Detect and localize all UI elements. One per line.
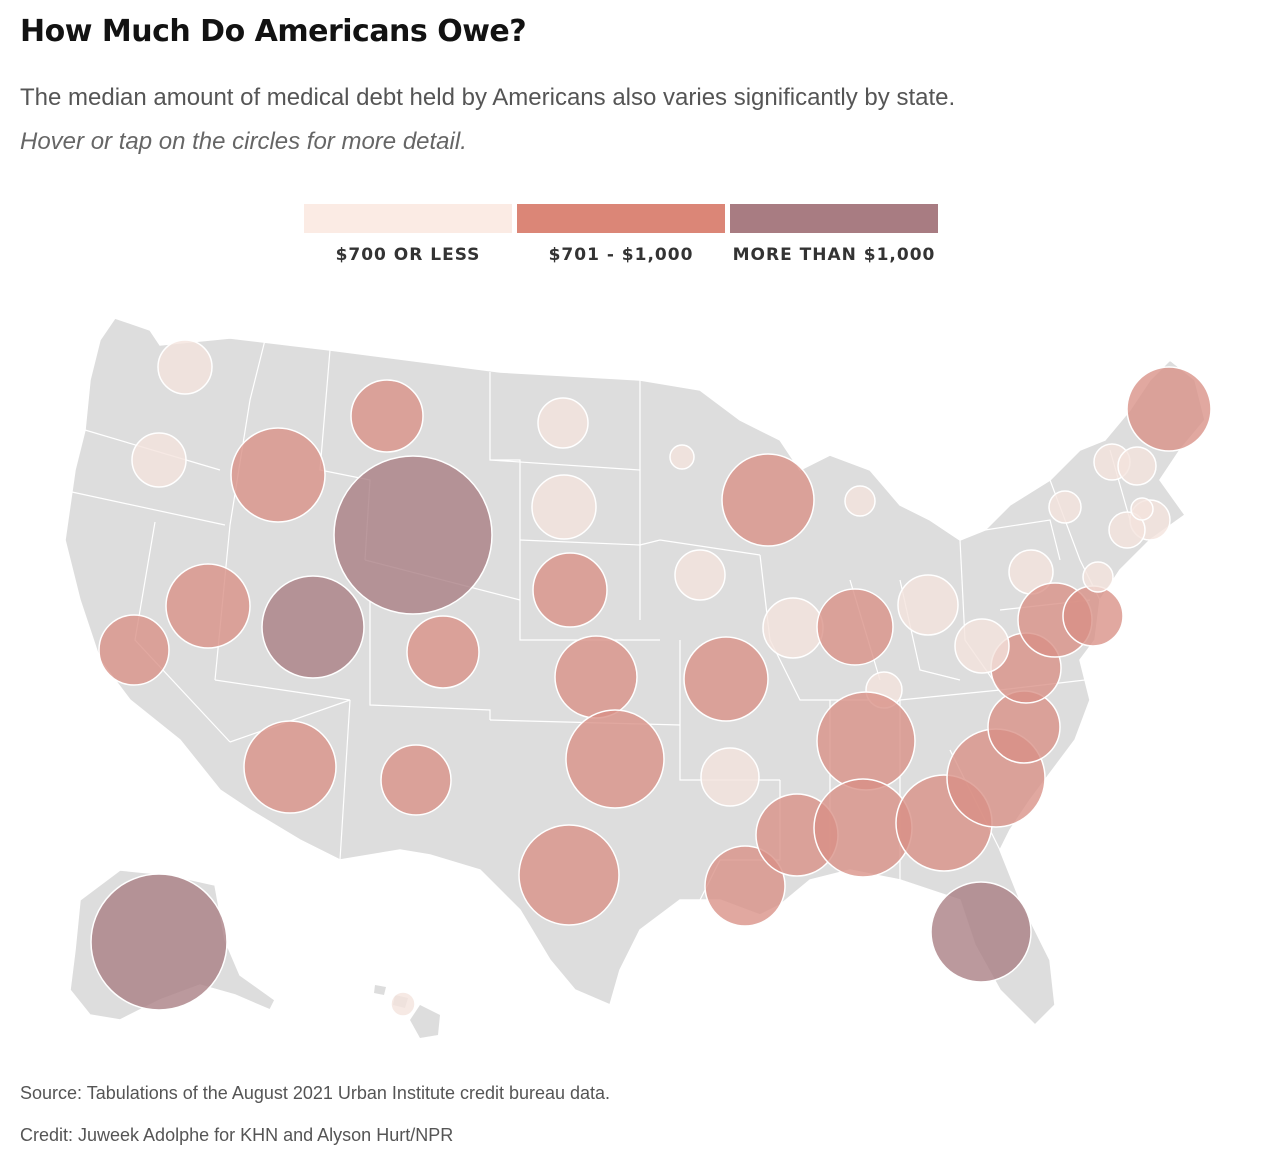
- state-bubble-arizona[interactable]: [243, 720, 337, 814]
- state-bubble-missouri[interactable]: [683, 636, 769, 722]
- state-bubble-wisconsin[interactable]: [721, 453, 815, 547]
- state-bubble-michigan[interactable]: [844, 485, 876, 517]
- state-bubble-oklahoma[interactable]: [565, 709, 665, 809]
- page-title: How Much Do Americans Owe?: [20, 14, 527, 49]
- state-bubble-new-mexico[interactable]: [380, 744, 452, 816]
- us-map: [64, 317, 1212, 1038]
- state-bubble-tennessee[interactable]: [816, 691, 916, 791]
- state-bubble-florida[interactable]: [930, 881, 1032, 983]
- state-bubble-wyoming[interactable]: [333, 455, 493, 615]
- legend-label-high: MORE THAN $1,000: [732, 245, 936, 265]
- state-bubble-utah[interactable]: [261, 575, 365, 679]
- state-bubble-iowa[interactable]: [674, 549, 726, 601]
- interaction-hint: Hover or tap on the circles for more det…: [20, 128, 467, 155]
- legend-item-mid: $701 - $1,000: [517, 204, 725, 265]
- legend-swatch-low: [304, 204, 512, 233]
- state-bubble-north-dakota[interactable]: [537, 397, 589, 449]
- state-bubble-colorado[interactable]: [406, 615, 480, 689]
- credit-note: Credit: Juweek Adolphe for KHN and Alyso…: [20, 1125, 454, 1145]
- state-bubble-nevada[interactable]: [165, 563, 251, 649]
- state-bubble-oregon[interactable]: [131, 432, 187, 488]
- state-bubble-delaware[interactable]: [1062, 585, 1124, 647]
- legend-label-low: $700 OR LESS: [335, 245, 481, 265]
- state-bubble-alaska[interactable]: [90, 873, 228, 1011]
- legend-swatch-mid: [517, 204, 725, 233]
- legend-swatch-high: [730, 204, 938, 233]
- state-bubble-kansas[interactable]: [554, 635, 638, 719]
- legend-label-mid: $701 - $1,000: [548, 245, 694, 265]
- source-note: Source: Tabulations of the August 2021 U…: [20, 1083, 611, 1103]
- state-bubble-south-dakota[interactable]: [531, 474, 597, 540]
- state-bubble-louisiana[interactable]: [704, 845, 786, 927]
- state-bubble-new-york[interactable]: [1048, 490, 1082, 524]
- state-bubble-illinois[interactable]: [762, 597, 824, 659]
- state-bubble-rhode-island[interactable]: [1130, 497, 1154, 521]
- state-bubble-hawaii[interactable]: [390, 991, 416, 1017]
- state-bubble-connecticut[interactable]: [1108, 511, 1146, 549]
- color-legend: $700 OR LESS $701 - $1,000 MORE THAN $1,…: [304, 204, 938, 274]
- state-bubble-california[interactable]: [98, 614, 170, 686]
- state-bubble-texas[interactable]: [518, 824, 620, 926]
- page-subtitle: The median amount of medical debt held b…: [20, 84, 956, 111]
- hawaii-oahu: [374, 985, 386, 995]
- legend-item-high: MORE THAN $1,000: [730, 204, 938, 265]
- hawaii-big-island: [410, 1005, 440, 1038]
- legend-item-low: $700 OR LESS: [304, 204, 512, 265]
- state-bubble-nebraska[interactable]: [532, 552, 608, 628]
- state-bubble-montana[interactable]: [350, 379, 424, 453]
- state-bubble-arkansas[interactable]: [700, 747, 760, 807]
- state-bubble-new-jersey[interactable]: [1082, 561, 1114, 593]
- state-bubble-washington[interactable]: [157, 339, 213, 395]
- state-bubble-maine[interactable]: [1126, 366, 1212, 452]
- state-bubble-idaho[interactable]: [230, 427, 326, 523]
- state-bubbles: [90, 339, 1212, 1017]
- state-bubble-minnesota[interactable]: [669, 444, 695, 470]
- state-bubble-ohio[interactable]: [897, 574, 959, 636]
- state-bubble-indiana[interactable]: [816, 588, 894, 666]
- state-bubble-new-hampshire[interactable]: [1117, 446, 1157, 486]
- state-bubble-west-virginia[interactable]: [954, 618, 1010, 674]
